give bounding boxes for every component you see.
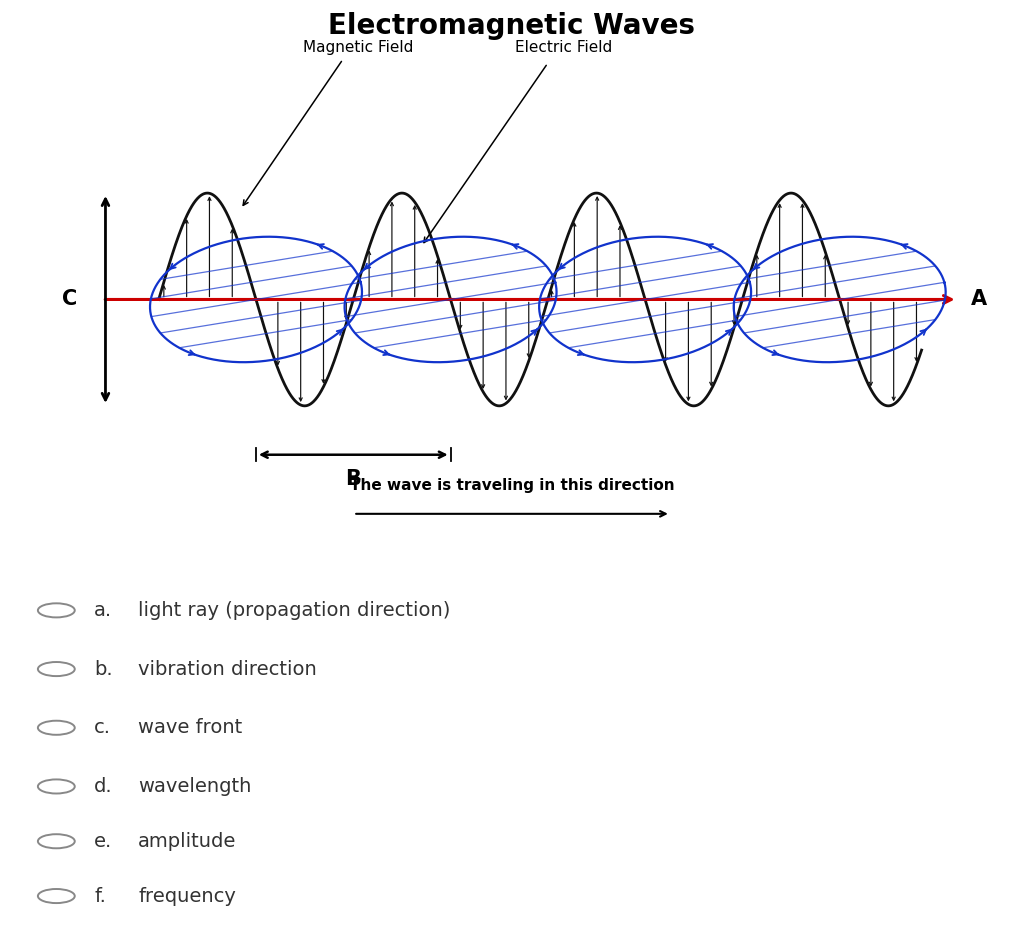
Text: a.: a. [94, 601, 113, 620]
Text: A: A [971, 290, 987, 309]
Text: c.: c. [94, 719, 112, 737]
Text: vibration direction: vibration direction [138, 659, 317, 679]
Text: f.: f. [94, 886, 106, 905]
Text: C: C [61, 290, 77, 309]
Text: Magnetic Field: Magnetic Field [303, 41, 414, 55]
Text: wavelength: wavelength [138, 777, 252, 796]
Text: frequency: frequency [138, 886, 237, 905]
Text: The wave is traveling in this direction: The wave is traveling in this direction [349, 477, 675, 492]
Text: B: B [345, 469, 361, 488]
Text: b.: b. [94, 659, 113, 679]
Text: d.: d. [94, 777, 113, 796]
Text: wave front: wave front [138, 719, 243, 737]
Text: Electric Field: Electric Field [515, 41, 611, 55]
Text: Electromagnetic Waves: Electromagnetic Waves [329, 12, 695, 40]
Text: light ray (propagation direction): light ray (propagation direction) [138, 601, 451, 620]
Text: amplitude: amplitude [138, 832, 237, 851]
Text: e.: e. [94, 832, 113, 851]
